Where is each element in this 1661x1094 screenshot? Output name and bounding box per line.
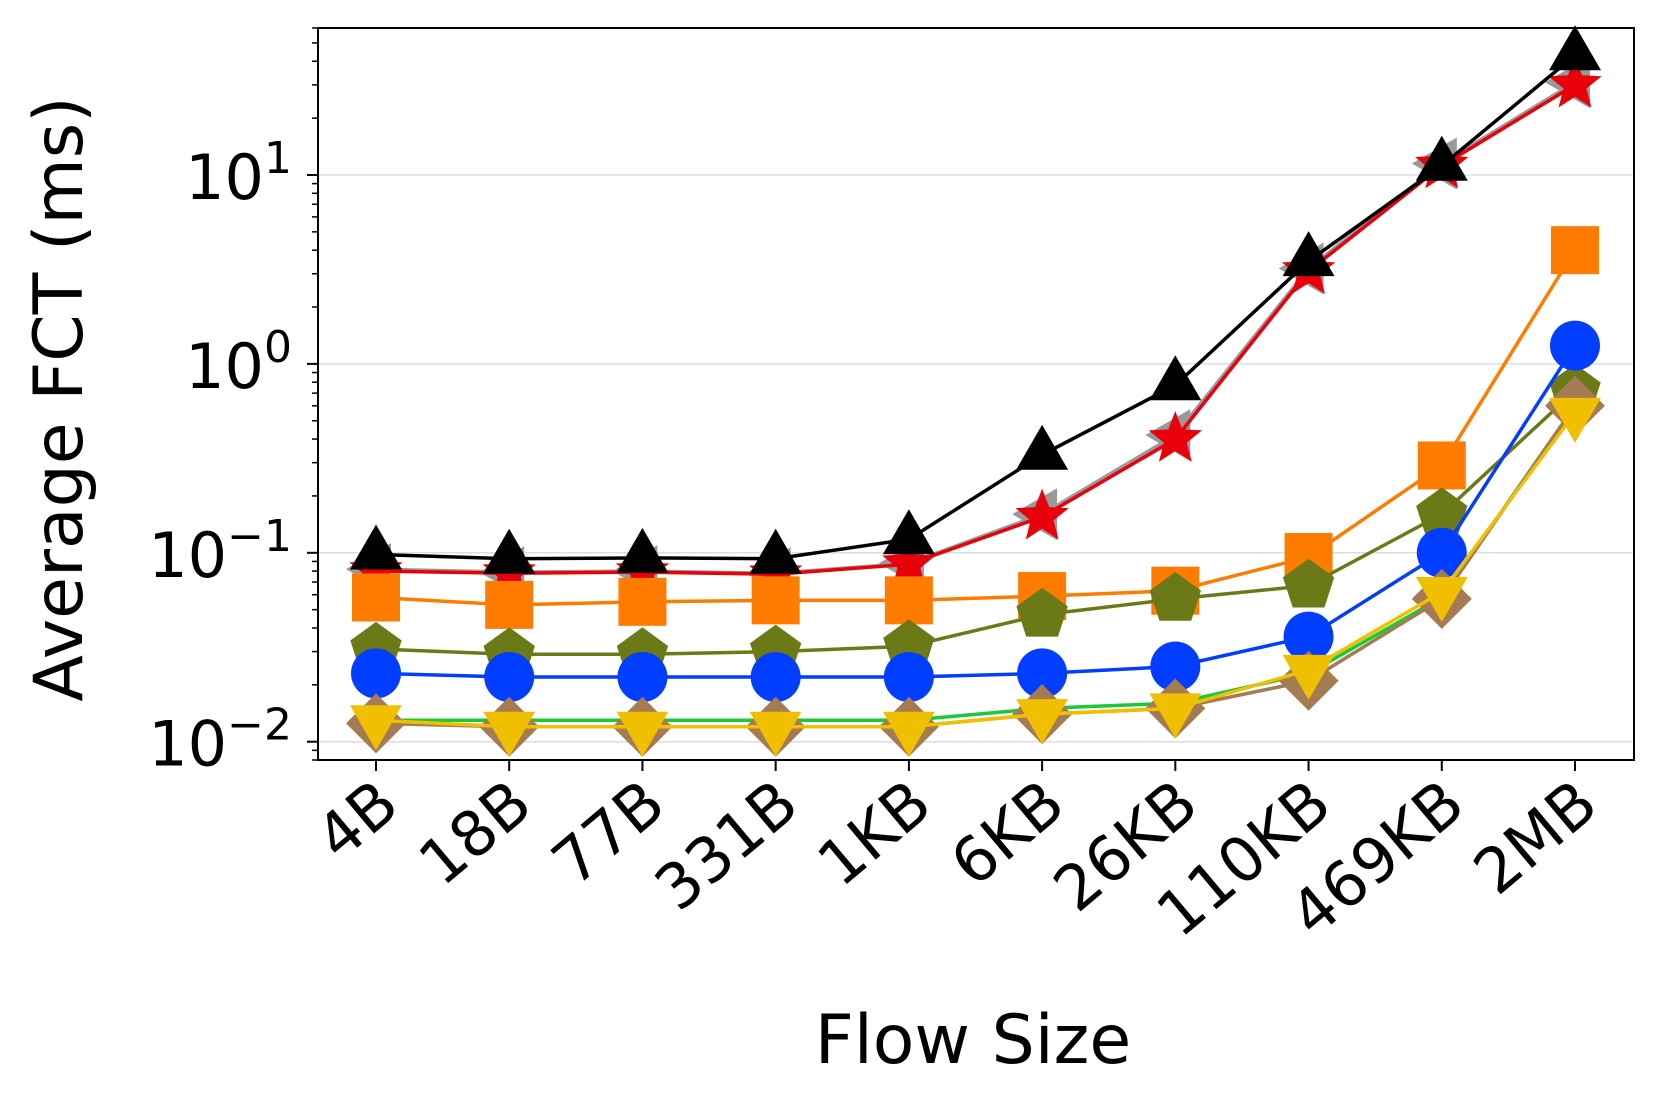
data-point <box>882 711 935 757</box>
series-8 <box>350 397 1601 757</box>
y-tick-base: 10 <box>148 519 227 592</box>
data-point <box>1283 611 1334 662</box>
data-point <box>352 573 400 622</box>
data-point <box>617 652 668 703</box>
series-line <box>375 389 1577 657</box>
series-2 <box>350 25 1601 574</box>
x-axis-label: Flow Size <box>815 1001 1131 1080</box>
data-point <box>1016 699 1069 745</box>
series-line <box>375 53 1577 561</box>
gridlines <box>318 174 1634 743</box>
series-line <box>376 404 1577 722</box>
y-tick-exponent: 0 <box>264 322 292 373</box>
data-point <box>1150 641 1201 692</box>
series-5 <box>351 320 1600 703</box>
data-point <box>350 705 402 751</box>
x-tick-label: 4B <box>302 766 412 875</box>
data-point <box>350 524 402 570</box>
data-point <box>751 576 800 625</box>
series-line <box>375 411 1577 729</box>
data-point <box>1549 397 1601 443</box>
data-point <box>484 652 535 703</box>
x-tick-label: 18B <box>405 766 545 900</box>
data-point <box>1282 558 1335 608</box>
data-point <box>1149 355 1202 401</box>
data-point <box>1282 654 1335 700</box>
y-tick-exponent: −1 <box>227 511 292 562</box>
series-line <box>375 249 1577 607</box>
data-point <box>1149 693 1202 739</box>
y-tick-label: 10−2 <box>148 700 292 781</box>
y-tick-label: 101 <box>185 133 292 214</box>
data-point <box>1148 411 1202 462</box>
y-tick-label: 10−1 <box>148 511 292 592</box>
y-tick-base: 10 <box>185 330 264 403</box>
data-point <box>1016 424 1069 470</box>
data-point <box>1549 25 1601 71</box>
data-point <box>1015 488 1069 540</box>
data-point <box>1415 135 1468 181</box>
y-tick-base: 10 <box>148 708 227 781</box>
data-point <box>749 528 802 574</box>
data-point <box>1017 648 1068 699</box>
data-point <box>483 528 536 574</box>
data-point <box>1416 487 1468 537</box>
series-1 <box>349 56 1602 597</box>
plot-frame <box>317 27 1635 761</box>
data-point <box>485 580 534 629</box>
data-point <box>1551 226 1599 275</box>
data-point <box>1149 571 1201 621</box>
series-6 <box>365 395 1586 731</box>
x-tick-label: 331B <box>641 766 811 925</box>
series-7 <box>346 375 1605 757</box>
x-tick-label: 2MB <box>1460 766 1611 909</box>
series-0 <box>346 56 1590 600</box>
data-point <box>618 577 667 626</box>
data-point <box>1548 56 1602 108</box>
data-point <box>351 648 401 699</box>
data-point <box>483 711 536 757</box>
series-line <box>375 344 1577 679</box>
data-point <box>1415 577 1468 622</box>
data-point <box>749 711 802 757</box>
data-point <box>750 652 801 703</box>
data-point <box>616 527 669 573</box>
data-point <box>882 509 935 555</box>
x-tick-label: 1KB <box>804 766 945 901</box>
data-point <box>1550 320 1600 371</box>
y-tick-exponent: 1 <box>264 133 292 184</box>
series-4 <box>350 363 1601 677</box>
axis-ticks <box>307 173 1576 771</box>
y-tick-exponent: −2 <box>227 700 292 751</box>
y-tick-label: 100 <box>185 322 292 403</box>
series-3 <box>352 226 1599 629</box>
y-tick-base: 10 <box>185 141 264 214</box>
data-point <box>1016 587 1068 637</box>
data-point <box>882 536 936 587</box>
data-point <box>1417 441 1466 490</box>
data-point <box>1282 231 1335 277</box>
data-point <box>616 711 669 757</box>
series-line <box>375 83 1576 576</box>
data-point <box>1416 527 1467 578</box>
series-group <box>346 25 1605 757</box>
data-point <box>883 652 934 703</box>
data-point <box>884 576 933 625</box>
y-axis-label: Average FCT (ms) <box>20 96 99 701</box>
